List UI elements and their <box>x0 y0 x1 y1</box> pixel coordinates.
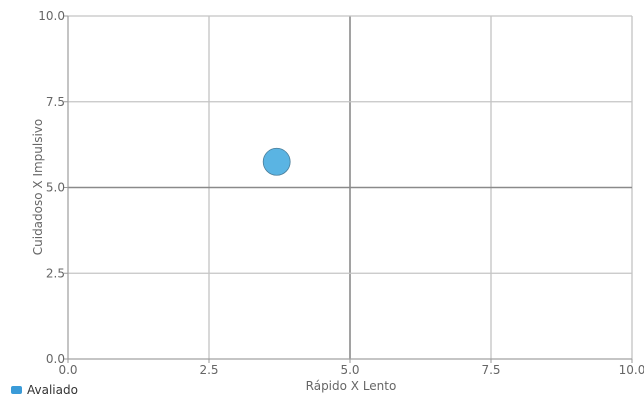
y-tick-label-3: 7.5 <box>46 95 65 109</box>
legend-label: Avaliado <box>27 383 78 397</box>
y-tick-label-4: 10.0 <box>38 9 65 23</box>
x-axis-ticks: 0.0 2.5 5.0 7.5 10.0 <box>58 359 644 377</box>
x-axis-title: Rápido X Lento <box>306 379 397 393</box>
y-tick-label-0: 0.0 <box>46 352 65 366</box>
y-tick-label-2: 5.0 <box>46 181 65 195</box>
x-tick-label-1: 2.5 <box>199 363 218 377</box>
x-tick-label-4: 10.0 <box>619 363 644 377</box>
legend-swatch <box>11 386 22 394</box>
x-tick-label-2: 5.0 <box>340 363 359 377</box>
data-point-0-0[interactable] <box>262 147 291 176</box>
y-axis-ticks: 0.0 2.5 5.0 7.5 10.0 <box>38 9 68 366</box>
y-axis-title: Cuidadoso X Impulsivo <box>31 119 45 256</box>
data-points <box>262 147 291 176</box>
y-tick-label-1: 2.5 <box>46 266 65 280</box>
x-tick-label-3: 7.5 <box>481 363 500 377</box>
x-tick-label-0: 0.0 <box>58 363 77 377</box>
grid-lines <box>67 15 633 360</box>
legend[interactable]: Avaliado <box>11 383 78 397</box>
